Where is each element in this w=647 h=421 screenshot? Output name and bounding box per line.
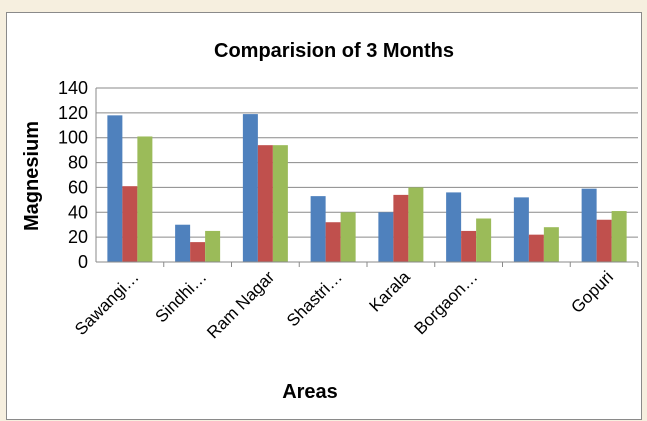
y-axis-title: Magnesium — [21, 121, 43, 231]
x-axis-ticks: Sawangi… Sindhi…Ram Nagar Shastri… KaralaBo… — [71, 262, 639, 342]
bar — [340, 212, 356, 262]
bar — [461, 230, 477, 262]
y-tick-label: 140 — [58, 78, 88, 98]
x-tick-label: Sindhi… — [152, 267, 211, 326]
bar — [543, 227, 559, 262]
bar — [107, 115, 123, 262]
bar — [476, 218, 492, 262]
bar — [310, 196, 326, 262]
bar — [242, 114, 258, 262]
x-tick-label: Borgaon… — [411, 267, 482, 338]
y-tick-label: 100 — [58, 128, 88, 148]
chart-title: Comparision of 3 Months — [214, 40, 454, 62]
bar — [528, 234, 544, 262]
x-tick-label: Karala — [366, 267, 415, 316]
bar — [190, 242, 206, 262]
x-tick-label: Ram Nagar — [203, 267, 278, 342]
y-tick-label: 60 — [68, 177, 88, 197]
bar — [378, 212, 394, 262]
y-tick-label: 40 — [68, 202, 88, 222]
bar — [611, 211, 627, 262]
y-axis-ticks: 0 20 40 60 80 100 120 140 — [58, 78, 88, 272]
x-tick-label: Gopuri — [567, 267, 617, 317]
bar — [257, 145, 273, 262]
bar — [408, 187, 424, 262]
bar — [205, 230, 221, 262]
bar — [513, 197, 529, 262]
bar — [581, 188, 597, 262]
bars — [107, 114, 627, 262]
y-tick-label: 20 — [68, 227, 88, 247]
bar — [122, 186, 138, 262]
x-axis-title: Areas — [282, 381, 338, 403]
bar — [325, 222, 341, 262]
y-tick-label: 0 — [78, 252, 88, 272]
bar — [272, 145, 288, 262]
bar — [137, 136, 153, 262]
x-tick-label: Sawangi… — [71, 267, 143, 339]
bar — [175, 224, 191, 262]
y-tick-label: 80 — [68, 153, 88, 173]
bar — [446, 192, 462, 262]
bar — [393, 194, 409, 262]
x-tick-label: Shastri… — [283, 267, 346, 330]
y-tick-label: 120 — [58, 103, 88, 123]
bar — [596, 219, 612, 262]
gridlines — [96, 87, 638, 238]
